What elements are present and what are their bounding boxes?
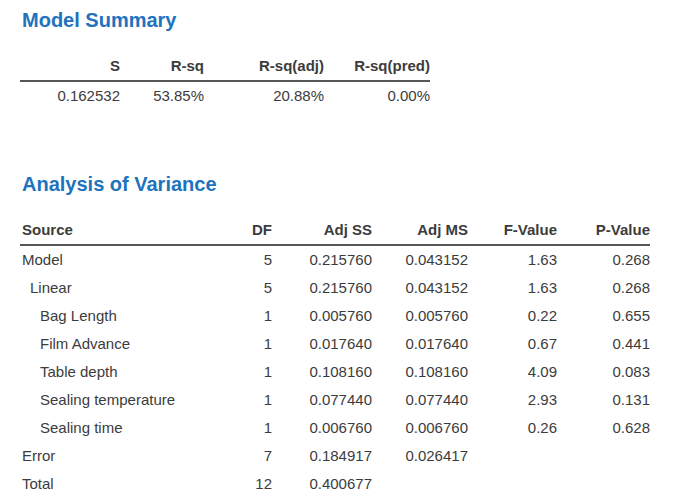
cell-value: 0.077440 xyxy=(272,386,372,414)
cell-value: 0.043152 xyxy=(372,245,468,274)
cell-value: 0.006760 xyxy=(372,414,468,442)
cell-value: 0.655 xyxy=(557,302,650,330)
cell-value: 0.017640 xyxy=(372,330,468,358)
cell-value: 1.63 xyxy=(468,245,557,274)
cell-value: 1 xyxy=(220,386,272,414)
cell-value: 7 xyxy=(220,442,272,470)
column-header: R-sq xyxy=(120,56,204,81)
cell-value: 0.67 xyxy=(468,330,557,358)
cell-value: 0.131 xyxy=(557,386,650,414)
cell-value xyxy=(557,470,650,498)
cell-value: 0.162532 xyxy=(20,81,120,110)
table-row: Sealing temperature10.0774400.0774402.93… xyxy=(20,386,650,414)
cell-source: Film Advance xyxy=(20,330,220,358)
cell-value: 0.400677 xyxy=(272,470,372,498)
cell-value: 5 xyxy=(220,274,272,302)
cell-value: 1.63 xyxy=(468,274,557,302)
cell-value: 1 xyxy=(220,330,272,358)
cell-source: Sealing temperature xyxy=(20,386,220,414)
cell-source: Sealing time xyxy=(20,414,220,442)
cell-value: 0.628 xyxy=(557,414,650,442)
cell-value: 53.85% xyxy=(120,81,204,110)
model-summary-body: 0.16253253.85%20.88%0.00% xyxy=(20,81,430,110)
cell-value: 0.215760 xyxy=(272,274,372,302)
table-row: Sealing time10.0067600.0067600.260.628 xyxy=(20,414,650,442)
cell-value: 1 xyxy=(220,414,272,442)
cell-source: Table depth xyxy=(20,358,220,386)
output-pane: Model Summary SR-sqR-sq(adj)R-sq(pred) 0… xyxy=(0,0,673,500)
anova-header-row: SourceDFAdj SSAdj MSF-ValueP-Value xyxy=(20,220,650,245)
column-header: DF xyxy=(220,220,272,245)
anova-heading: Analysis of Variance xyxy=(20,172,673,196)
cell-value: 0.268 xyxy=(557,274,650,302)
cell-value: 0.005760 xyxy=(372,302,468,330)
cell-value xyxy=(372,470,468,498)
model-summary-table: SR-sqR-sq(adj)R-sq(pred) 0.16253253.85%2… xyxy=(20,56,430,110)
cell-value: 0.22 xyxy=(468,302,557,330)
column-header: S xyxy=(20,56,120,81)
cell-source: Error xyxy=(20,442,220,470)
cell-value: 0.108160 xyxy=(372,358,468,386)
cell-value: 0.043152 xyxy=(372,274,468,302)
cell-value: 1 xyxy=(220,302,272,330)
cell-value: 20.88% xyxy=(204,81,324,110)
cell-value: 0.005760 xyxy=(272,302,372,330)
cell-source: Bag Length xyxy=(20,302,220,330)
cell-value xyxy=(468,470,557,498)
cell-value: 0.215760 xyxy=(272,245,372,274)
cell-value: 0.108160 xyxy=(272,358,372,386)
anova-table: SourceDFAdj SSAdj MSF-ValueP-Value Model… xyxy=(20,220,650,498)
column-header: F-Value xyxy=(468,220,557,245)
cell-value: 0.017640 xyxy=(272,330,372,358)
cell-value xyxy=(468,442,557,470)
cell-value: 0.026417 xyxy=(372,442,468,470)
anova-body: Model50.2157600.0431521.630.268Linear50.… xyxy=(20,245,650,498)
table-row: Error70.1849170.026417 xyxy=(20,442,650,470)
table-row: Table depth10.1081600.1081604.090.083 xyxy=(20,358,650,386)
cell-value: 0.00% xyxy=(324,81,430,110)
cell-value: 0.268 xyxy=(557,245,650,274)
table-row: Model50.2157600.0431521.630.268 xyxy=(20,245,650,274)
cell-value xyxy=(557,442,650,470)
cell-value: 0.26 xyxy=(468,414,557,442)
table-row: Film Advance10.0176400.0176400.670.441 xyxy=(20,330,650,358)
column-header: P-Value xyxy=(557,220,650,245)
model-summary-heading: Model Summary xyxy=(20,8,673,32)
cell-value: 0.083 xyxy=(557,358,650,386)
cell-value: 5 xyxy=(220,245,272,274)
cell-source: Linear xyxy=(20,274,220,302)
cell-value: 12 xyxy=(220,470,272,498)
column-header: Source xyxy=(20,220,220,245)
table-row: 0.16253253.85%20.88%0.00% xyxy=(20,81,430,110)
model-summary-header-row: SR-sqR-sq(adj)R-sq(pred) xyxy=(20,56,430,81)
cell-value: 4.09 xyxy=(468,358,557,386)
cell-value: 1 xyxy=(220,358,272,386)
cell-source: Model xyxy=(20,245,220,274)
table-row: Total120.400677 xyxy=(20,470,650,498)
cell-value: 0.184917 xyxy=(272,442,372,470)
cell-value: 0.006760 xyxy=(272,414,372,442)
cell-value: 0.077440 xyxy=(372,386,468,414)
column-header: R-sq(pred) xyxy=(324,56,430,81)
column-header: Adj MS xyxy=(372,220,468,245)
cell-value: 0.441 xyxy=(557,330,650,358)
table-row: Linear50.2157600.0431521.630.268 xyxy=(20,274,650,302)
table-row: Bag Length10.0057600.0057600.220.655 xyxy=(20,302,650,330)
column-header: Adj SS xyxy=(272,220,372,245)
cell-source: Total xyxy=(20,470,220,498)
column-header: R-sq(adj) xyxy=(204,56,324,81)
cell-value: 2.93 xyxy=(468,386,557,414)
